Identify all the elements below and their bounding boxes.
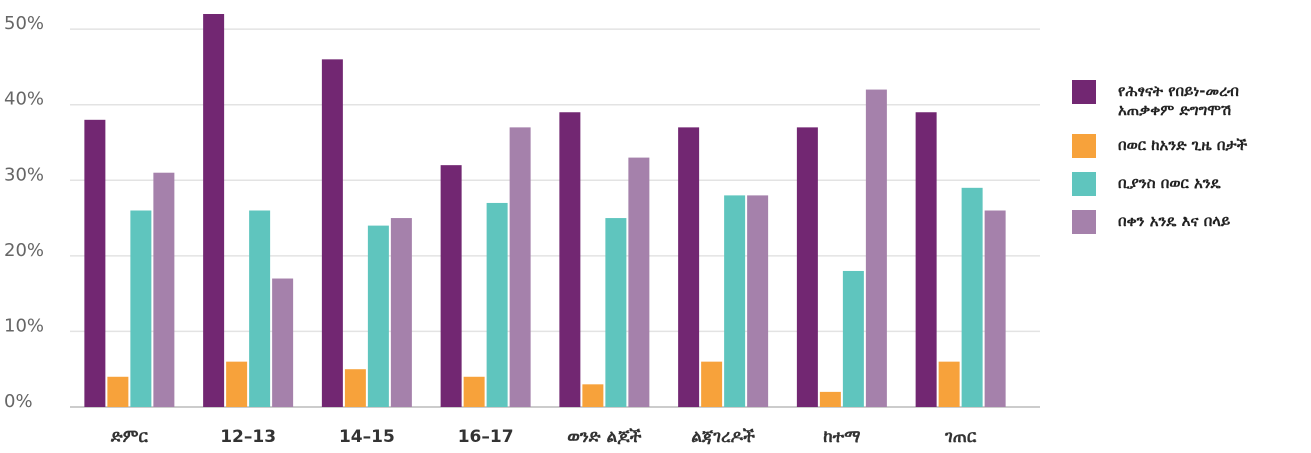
y-tick-label: 40%	[4, 89, 44, 110]
bar	[701, 361, 723, 407]
bar	[463, 376, 485, 407]
x-tick-label: ድምር	[110, 427, 149, 447]
legend-item: በወር ከአንድ ጊዜ በታች	[1072, 134, 1307, 158]
x-tick-label: 14–15	[339, 427, 395, 447]
bar	[440, 165, 462, 407]
bar	[605, 218, 627, 407]
bar	[390, 218, 412, 407]
y-tick-label: 20%	[4, 240, 44, 261]
bar	[509, 127, 531, 407]
x-tick-label: 12–13	[220, 427, 276, 447]
bar	[226, 361, 248, 407]
bar	[486, 202, 508, 407]
bar	[747, 195, 769, 407]
x-tick-label: ወንድ ልጆች	[567, 427, 641, 447]
legend: የሕፃናት የበይነ-መረብ አጠቃቀም ድግግሞሽ በወር ከአንድ ጊዜ በታ…	[1072, 80, 1307, 248]
bar	[367, 225, 389, 407]
bar	[582, 384, 604, 407]
legend-swatch	[1072, 134, 1096, 158]
bar	[938, 361, 960, 407]
bar	[984, 210, 1006, 407]
y-tick-label: 30%	[4, 164, 44, 185]
bar	[272, 278, 294, 407]
bar	[961, 187, 983, 407]
x-tick-label: ከተማ	[823, 427, 860, 447]
legend-label: ቢያንስ በወር አንዴ	[1118, 174, 1221, 192]
bar	[249, 210, 271, 407]
legend-label: በወር ከአንድ ጊዜ በታች	[1118, 136, 1248, 154]
bar	[796, 127, 818, 407]
bar	[344, 369, 366, 407]
y-tick-label: 10%	[4, 315, 44, 336]
x-tick-label: ልጃገረዶች	[691, 427, 755, 447]
bar	[203, 14, 225, 407]
bar	[865, 89, 887, 408]
bar	[107, 376, 129, 407]
bar	[559, 112, 581, 407]
legend-swatch	[1072, 172, 1096, 196]
legend-item: ቢያንስ በወር አንዴ	[1072, 172, 1307, 196]
legend-label: በቀን አንዴ እና በላይ	[1118, 212, 1231, 230]
bar	[724, 195, 746, 407]
bar	[628, 157, 650, 407]
bar	[678, 127, 700, 407]
x-tick-label: 16–17	[458, 427, 514, 447]
bar	[84, 119, 106, 408]
bar	[819, 391, 841, 407]
legend-label: የሕፃናት የበይነ-መረብ አጠቃቀም ድግግሞሽ	[1118, 82, 1239, 119]
bar	[915, 112, 937, 407]
bar	[153, 172, 175, 407]
bar	[130, 210, 152, 407]
x-tick-label: ገጠር	[944, 427, 977, 447]
legend-swatch	[1072, 80, 1096, 104]
y-tick-label: 50%	[4, 13, 44, 34]
legend-item: የሕፃናት የበይነ-መረብ አጠቃቀም ድግግሞሽ	[1072, 80, 1307, 120]
legend-item: በቀን አንዴ እና በላይ	[1072, 210, 1307, 234]
y-tick-label: 0%	[4, 391, 33, 412]
bar	[842, 270, 864, 407]
bar	[321, 59, 343, 407]
legend-swatch	[1072, 210, 1096, 234]
